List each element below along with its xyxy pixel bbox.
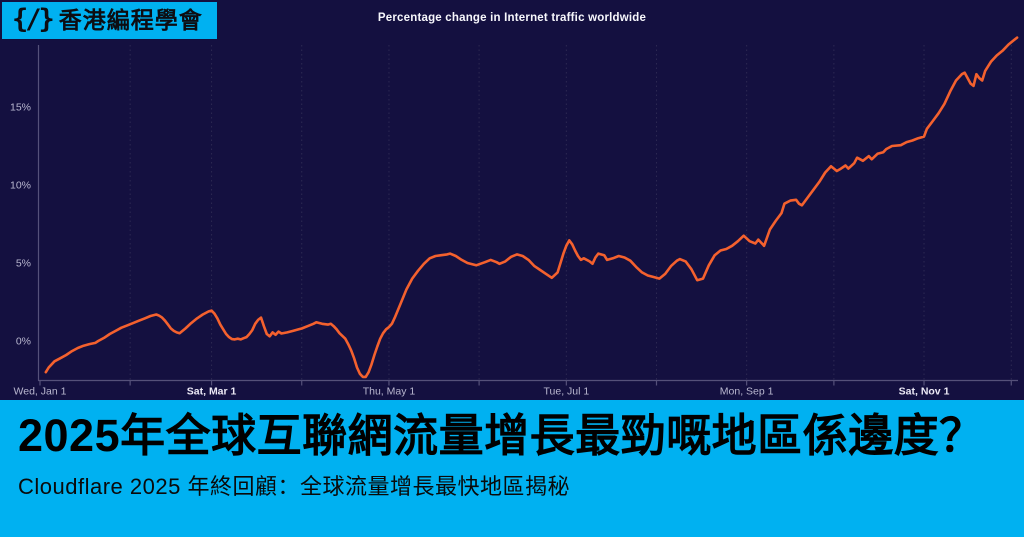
- headline-text: 2025年全球互聯網流量增長最勁嘅地區係邊度？: [18, 410, 985, 461]
- x-tick-label: Sat, Nov 1: [899, 386, 950, 398]
- chart-title: Percentage change in Internet traffic wo…: [377, 12, 647, 24]
- x-tick-label: Sat, Mar 1: [187, 386, 237, 398]
- chart-section: {/} 香港編程學會 Percentage change in Internet…: [2, 2, 1019, 398]
- x-tick-label: Tue, Jul 1: [543, 386, 589, 398]
- x-tick-label: Wed, Jan 1: [14, 386, 67, 398]
- subtitle-text: Cloudflare 2025 年終回顧：全球流量增長最快地區揭秘: [18, 473, 570, 499]
- x-tick-label: Thu, May 1: [363, 386, 416, 398]
- code-braces-logo-icon: {/}: [12, 4, 55, 35]
- brand-badge-label: 香港編程學會: [58, 7, 203, 33]
- traffic-line-chart: 0% 5% 10% 15% Wed, Jan 1 Sat, Mar 1 Thu, May 1…: [10, 36, 1019, 398]
- traffic-line: [44, 36, 1019, 379]
- y-tick-label: 5%: [16, 258, 31, 270]
- x-tick-label: Mon, Sep 1: [720, 386, 774, 398]
- headline-banner: 2025年全球互聯網流量增長最勁嘅地區係邊度？ Cloudflare 2025 …: [0, 400, 1024, 537]
- brand-badge: {/} 香港編程學會: [2, 2, 217, 39]
- y-tick-label: 0%: [16, 336, 31, 348]
- y-tick-label: 15%: [10, 102, 31, 114]
- y-tick-label: 10%: [10, 180, 31, 192]
